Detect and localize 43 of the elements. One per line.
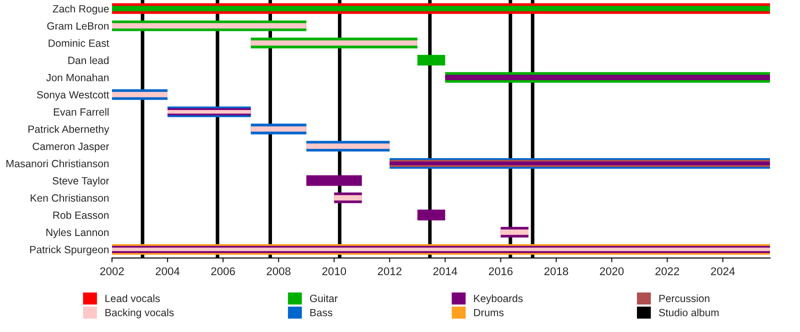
legend-label: Keyboards — [474, 294, 523, 304]
x-tick-label: 2002 — [100, 267, 124, 276]
x-tick-label: 2008 — [266, 267, 290, 276]
y-tick-label: Patrick Abernethy — [28, 125, 110, 135]
x-tick-label: 2010 — [322, 267, 346, 276]
y-tick-label: Rob Easson — [53, 211, 109, 219]
y-tick-label: Gram LeBron — [47, 22, 109, 30]
x-tick-label: 2022 — [655, 267, 680, 276]
bar — [112, 92, 168, 98]
bar — [250, 40, 418, 46]
y-tick-label: Dominic East — [48, 39, 110, 47]
legend-label: Drums — [474, 309, 504, 316]
x-tick-label: 2006 — [211, 267, 235, 276]
x-tick-label: 2012 — [378, 267, 402, 276]
y-tick-label: Patrick Spurgeon — [30, 246, 109, 256]
x-tick-label: 2018 — [544, 267, 568, 276]
legend-label: Lead vocals — [105, 294, 160, 302]
y-tick-label: Zach Rogue — [52, 4, 109, 15]
bar — [334, 195, 362, 200]
bar — [112, 23, 306, 28]
y-tick-label: Sonya Westcott — [36, 91, 110, 101]
x-tick-label: 2016 — [488, 267, 513, 276]
bar — [417, 54, 446, 66]
y-tick-label: Cameron Jasper — [32, 142, 110, 152]
y-tick-label: Steve Taylor — [52, 176, 110, 187]
y-tick-label: Masanori Christianson — [6, 160, 109, 168]
y-tick-label: Nyles Lannon — [46, 228, 109, 238]
legend-label: Bass — [310, 309, 332, 316]
x-tick-label: 2004 — [156, 267, 180, 276]
bar — [250, 126, 306, 132]
bar — [306, 144, 390, 149]
x-tick-label: 2024 — [711, 267, 735, 276]
y-tick-label: Evan Farrell — [54, 108, 109, 116]
legend-label: Backing vocals — [105, 308, 174, 318]
legend-label: Percussion — [659, 294, 710, 302]
y-tick-label: Jon Monahan — [46, 74, 109, 82]
legend-label: Guitar — [310, 294, 338, 302]
bar — [500, 230, 528, 235]
legend-label: Studio album — [658, 308, 719, 316]
y-tick-label: Dan lead — [68, 56, 109, 64]
y-tick-label: Ken Christianson — [30, 194, 109, 202]
x-tick-label: 2020 — [600, 267, 624, 276]
x-tick-label: 2014 — [433, 267, 458, 276]
